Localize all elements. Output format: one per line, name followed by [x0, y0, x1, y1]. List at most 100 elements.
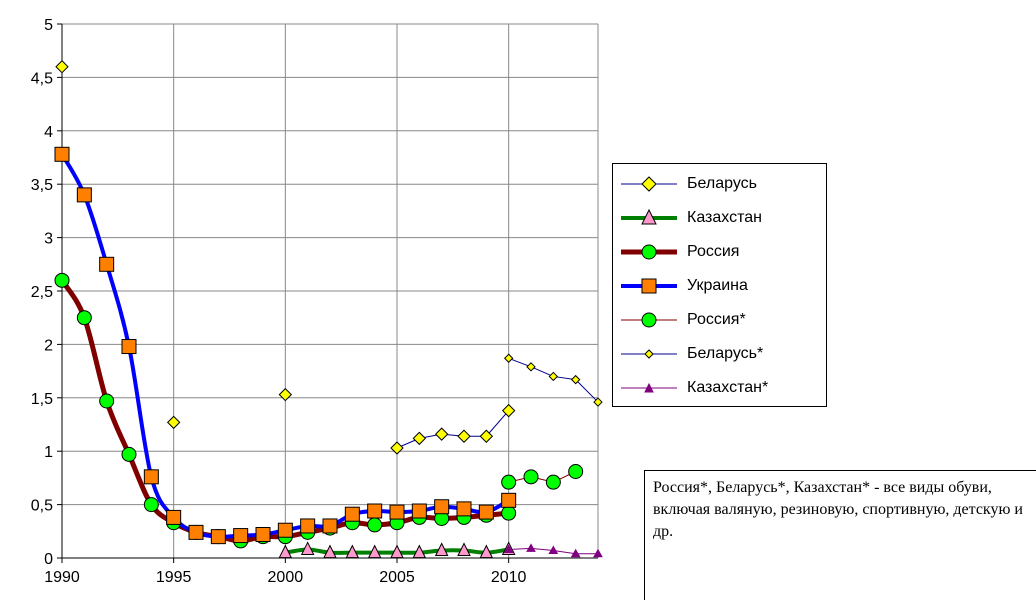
- series-3-point: [255, 527, 271, 543]
- series-6-point: [503, 544, 514, 553]
- x-tick-label: 2005: [379, 569, 415, 586]
- legend-item-kazakhstan: Казахстан: [621, 204, 826, 232]
- legend-swatch-russia-star: [621, 312, 677, 328]
- series-4-point: [568, 463, 584, 479]
- series-0-point: [166, 415, 181, 430]
- series-3-point: [277, 522, 293, 538]
- y-tick-label: 3: [44, 231, 53, 248]
- legend: Беларусь Казахстан Россия Украина Россия…: [612, 163, 827, 407]
- series-3-point: [99, 256, 115, 272]
- y-tick-label: 2,5: [31, 284, 53, 301]
- y-tick-label: 4: [44, 124, 53, 141]
- legend-swatch-ukraine: [621, 278, 677, 294]
- series-0-point: [390, 441, 404, 455]
- series-1-point: [412, 544, 427, 559]
- legend-swatch-belarus-star: [621, 349, 677, 359]
- chart-area: 0 0,5 1 1,5 2 2,5 3 3,5 4 4,5 5 1990 1995 2000 2005 201…: [31, 17, 603, 586]
- series-3-point: [367, 503, 383, 519]
- series-1-point: [278, 544, 293, 559]
- series-3-point: [210, 529, 226, 545]
- series-2-point: [99, 393, 115, 409]
- series-3-point: [121, 339, 137, 355]
- series-3: [54, 146, 517, 545]
- series-0-point: [479, 429, 494, 443]
- series-3-point: [143, 469, 159, 485]
- series-6-point: [593, 548, 603, 558]
- legend-item-russia: Россия: [621, 238, 826, 266]
- series-3-point: [411, 503, 427, 519]
- legend-swatch-belarus: [621, 176, 677, 192]
- x-tick-label: 1990: [44, 569, 80, 586]
- series-0-point: [457, 429, 471, 443]
- series-2-point: [76, 310, 92, 326]
- series-6-point: [526, 543, 536, 552]
- series-0-point: [501, 403, 516, 418]
- series-5-point: [593, 397, 603, 407]
- series-5-point: [503, 353, 514, 363]
- legend-label-russia-star: Россия*: [687, 311, 746, 328]
- series-3-point: [389, 504, 405, 520]
- series-3-point: [501, 492, 517, 508]
- series-1-point: [434, 542, 449, 557]
- series-2-point: [367, 517, 383, 533]
- series-3-point: [300, 518, 316, 534]
- series-0-point: [412, 431, 427, 446]
- series-6-point: [548, 545, 559, 555]
- legend-label-belarus: Беларусь: [687, 175, 757, 192]
- series-1-point: [479, 544, 494, 559]
- legend-label-belarus-star: Беларусь*: [687, 345, 764, 362]
- series-4-point: [501, 474, 517, 490]
- legend-item-belarus-star: Беларусь*: [621, 340, 826, 368]
- series-0: [55, 60, 516, 455]
- series-0-point: [278, 387, 293, 402]
- y-tick-label: 2: [44, 337, 53, 354]
- series-2-point: [501, 505, 517, 521]
- series-1-point: [367, 544, 382, 559]
- series-3-point: [166, 509, 182, 525]
- legend-label-ukraine: Украина: [687, 277, 748, 294]
- series-1-point: [323, 544, 337, 559]
- series-2-point: [121, 446, 137, 462]
- series-3-point: [188, 524, 204, 540]
- legend-item-belarus: Беларусь: [621, 170, 826, 198]
- legend-item-kazakhstan-star: Казахстан*: [621, 374, 826, 402]
- legend-label-kazakhstan-star: Казахстан*: [687, 379, 769, 396]
- series-3-point: [456, 501, 472, 517]
- legend-item-russia-star: Россия*: [621, 306, 826, 334]
- series-3-point: [76, 187, 92, 203]
- series-3-point: [233, 528, 249, 544]
- legend-swatch-kazakhstan-star: [621, 382, 677, 393]
- series-1: [278, 541, 516, 559]
- series-4-point: [523, 469, 539, 485]
- series-5-point: [570, 374, 581, 385]
- series-1-point: [390, 544, 404, 559]
- y-tick-label: 1: [44, 444, 53, 461]
- y-tick-label: 3,5: [31, 177, 53, 194]
- series-6: [503, 543, 603, 558]
- legend-label-kazakhstan: Казахстан: [687, 209, 762, 226]
- series-4: [501, 463, 584, 490]
- series-3-point: [434, 499, 450, 515]
- series-3-point: [322, 518, 338, 534]
- series-2-point: [143, 497, 159, 513]
- legend-swatch-kazakhstan: [621, 208, 677, 225]
- series-4-point: [545, 474, 561, 490]
- x-tick-label: 2010: [491, 569, 527, 586]
- footnote-text: Россия*, Беларусь*, Казахстан* - все вид…: [653, 479, 1023, 540]
- series-3-point: [478, 504, 494, 520]
- y-tick-label: 0,5: [31, 498, 53, 515]
- x-tick-label: 2000: [268, 569, 304, 586]
- series-0-point: [55, 60, 69, 74]
- series-layer: [54, 60, 603, 559]
- series-0-point: [434, 427, 449, 441]
- series-5-point: [526, 362, 536, 372]
- series-0-segment: [485, 410, 510, 437]
- y-tick-label: 4,5: [31, 70, 53, 87]
- series-6-point: [570, 548, 581, 558]
- x-tick-label: 1995: [156, 569, 192, 586]
- y-tick-label: 1,5: [31, 391, 53, 408]
- legend-item-ukraine: Украина: [621, 272, 826, 300]
- grid: [62, 23, 598, 558]
- footnote-box: Россия*, Беларусь*, Казахстан* - все вид…: [644, 470, 1036, 600]
- series-1-point: [457, 542, 471, 557]
